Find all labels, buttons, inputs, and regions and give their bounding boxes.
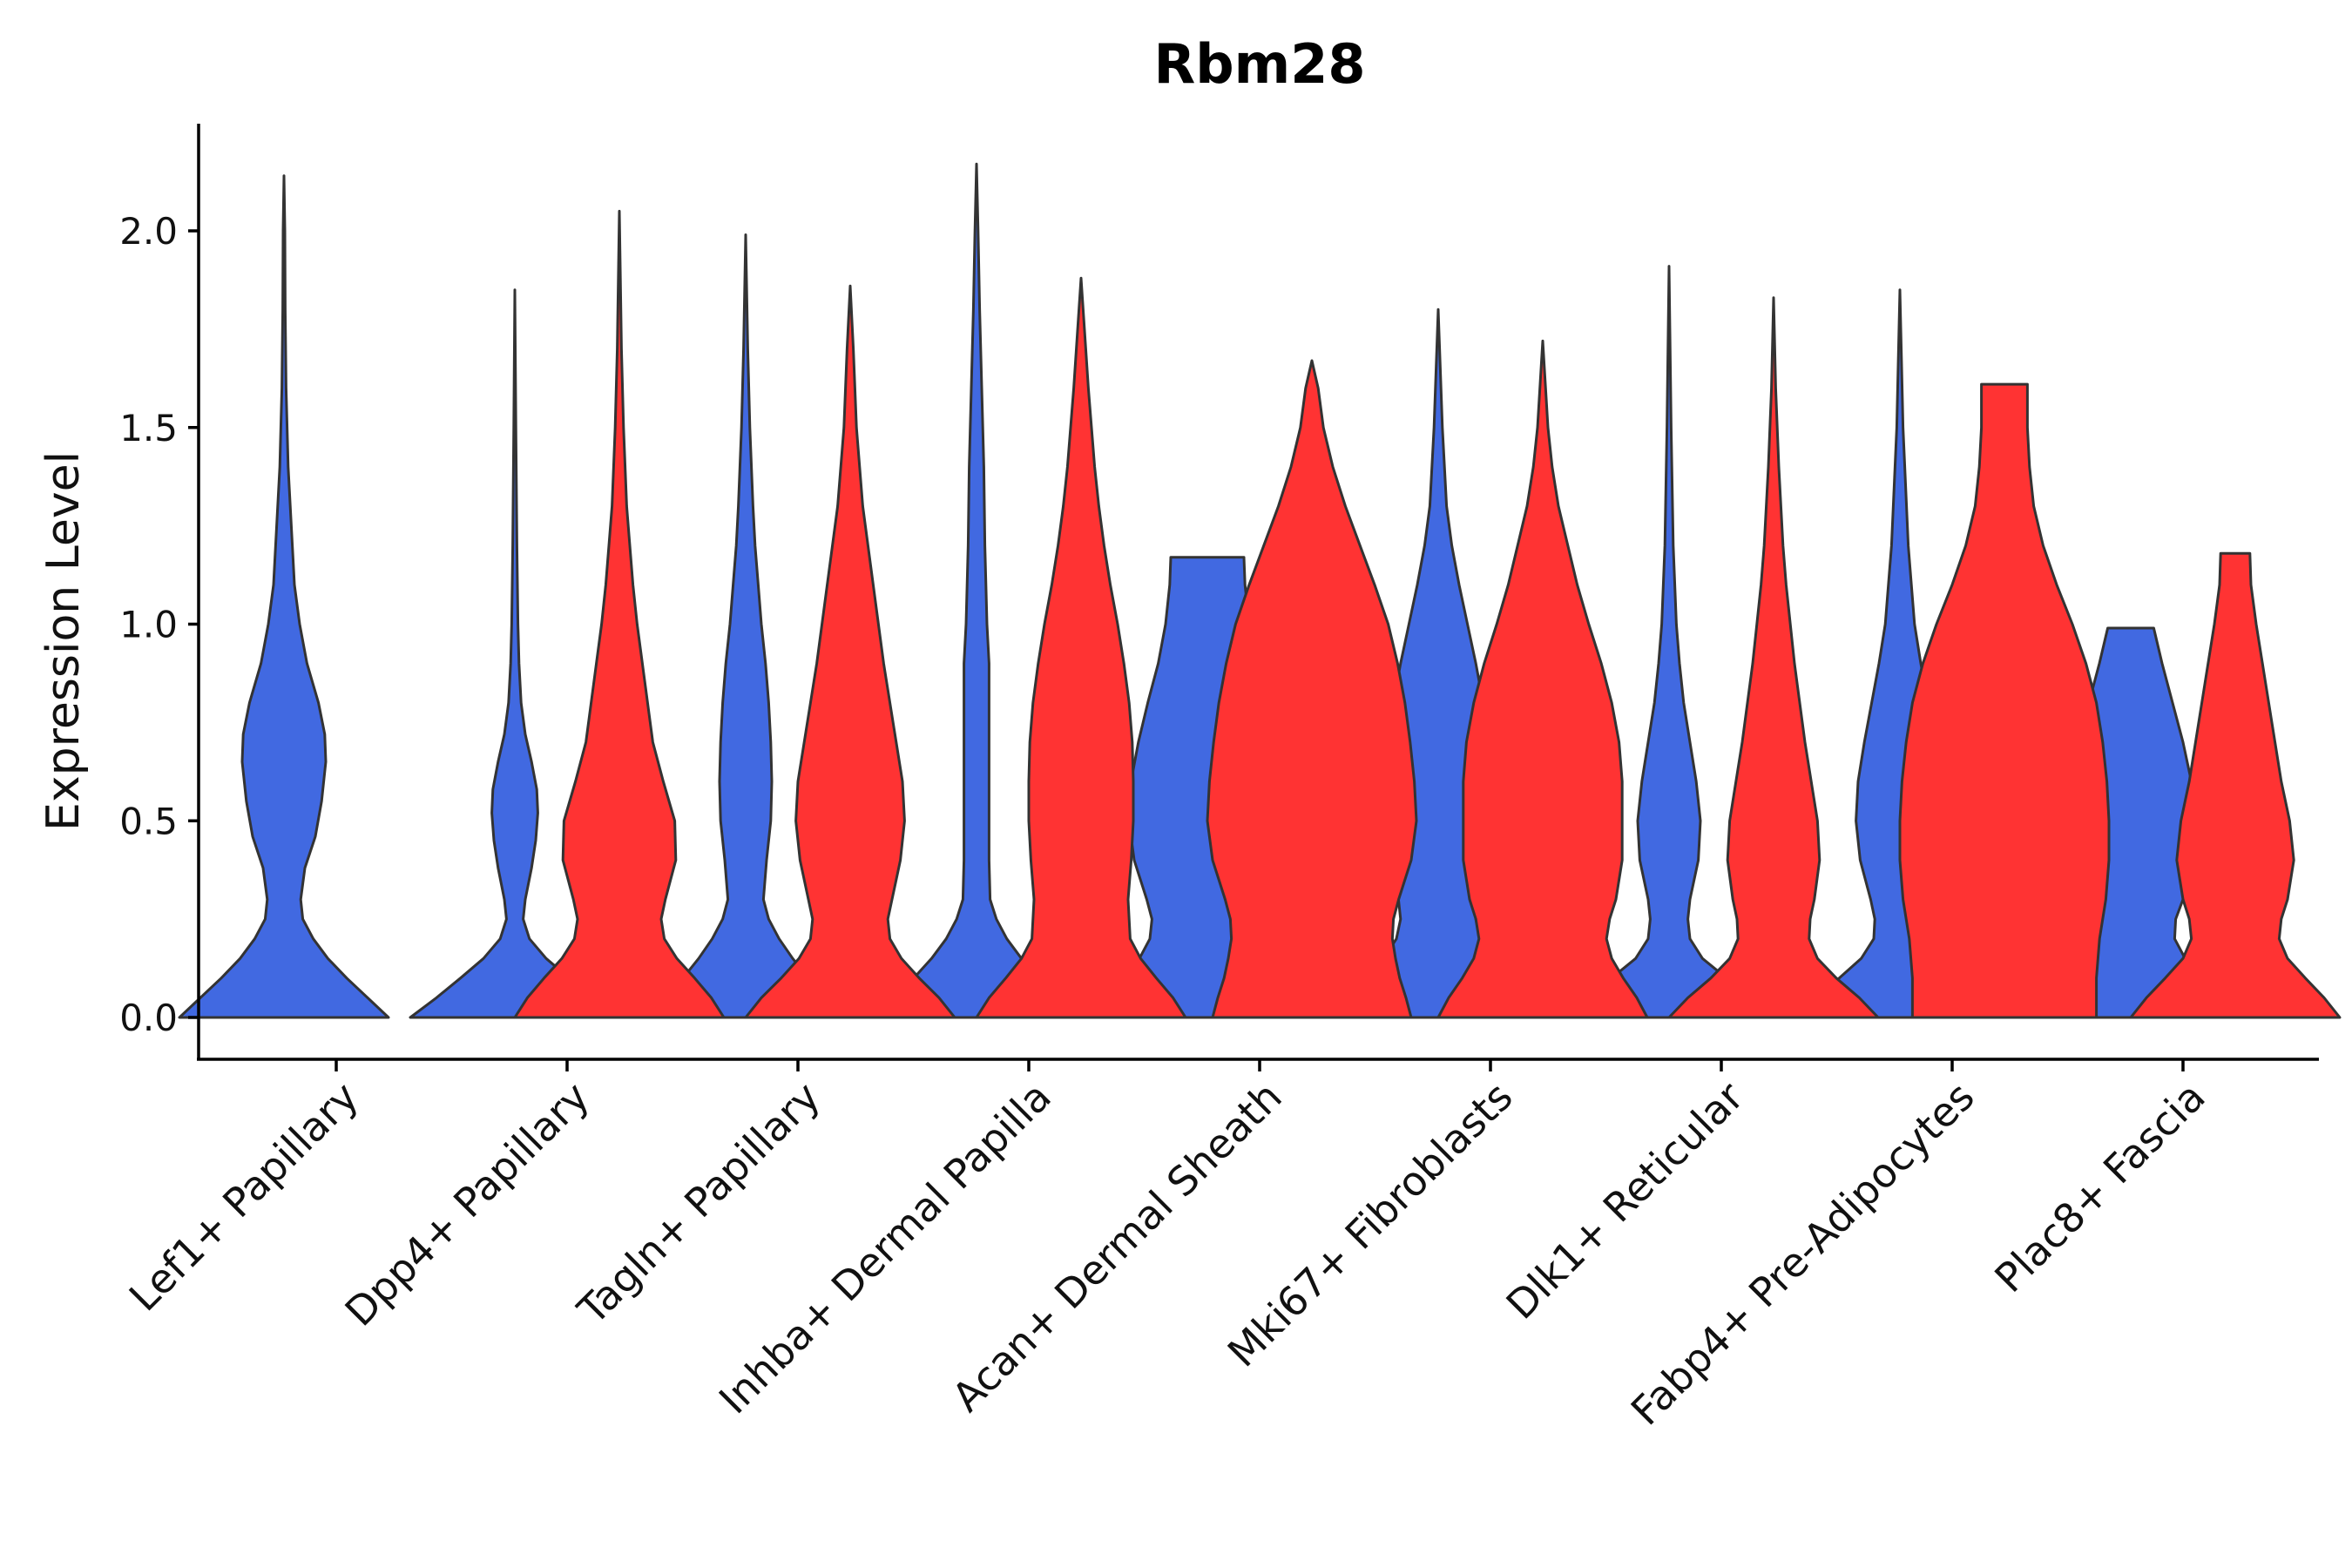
violin-dpp4-papillary-blue: [409, 288, 621, 1019]
y-tick-label: 2.0: [119, 210, 178, 253]
y-tick-label: 0.5: [119, 800, 178, 842]
violin-acan-dermal-sheath-red: [1206, 359, 1418, 1019]
violin-tagln-papillary-red: [744, 284, 956, 1019]
y-axis-ticks: 0.0 0.5 1.0 1.5 2.0: [119, 210, 199, 1039]
violin-plac8-fascia-red: [2129, 551, 2342, 1019]
x-tick-label-lef1-papillary: Lef1+ Papillary: [120, 1073, 368, 1321]
y-tick-label: 0.0: [119, 997, 178, 1039]
violin-dpp4-papillary-red: [513, 209, 726, 1019]
violin-group: [178, 162, 2342, 1019]
violin-dlk1-reticular-blue: [1563, 265, 1775, 1019]
violin-tagln-papillary-blue: [639, 233, 852, 1019]
violin-inhba-dermal-papilla-blue: [870, 162, 1083, 1019]
y-tick-label: 1.5: [119, 407, 178, 449]
x-tick-label-tagln-papillary: Tagln+ Papillary: [568, 1073, 829, 1335]
violin-lef1-papillary-blue: [178, 174, 390, 1019]
y-axis-label: Expression Level: [37, 451, 90, 831]
x-tick-label-plac8-fascia: Plac8+ Fascia: [1985, 1073, 2213, 1301]
x-tick-label-dpp4-papillary: Dpp4+ Papillary: [336, 1073, 598, 1335]
violin-dlk1-reticular-red: [1667, 296, 1880, 1019]
violin-fabp4-pre-adipocytes-red: [1898, 382, 2111, 1019]
chart-title: Rbm28: [1153, 32, 1365, 96]
violin-inhba-dermal-papilla-red: [975, 276, 1187, 1019]
x-tick-label-dlk1-reticular: Dlk1+ Reticular: [1497, 1073, 1753, 1328]
y-tick-label: 1.0: [119, 604, 178, 646]
violin-mki67-fibroblasts-red: [1436, 339, 1649, 1019]
